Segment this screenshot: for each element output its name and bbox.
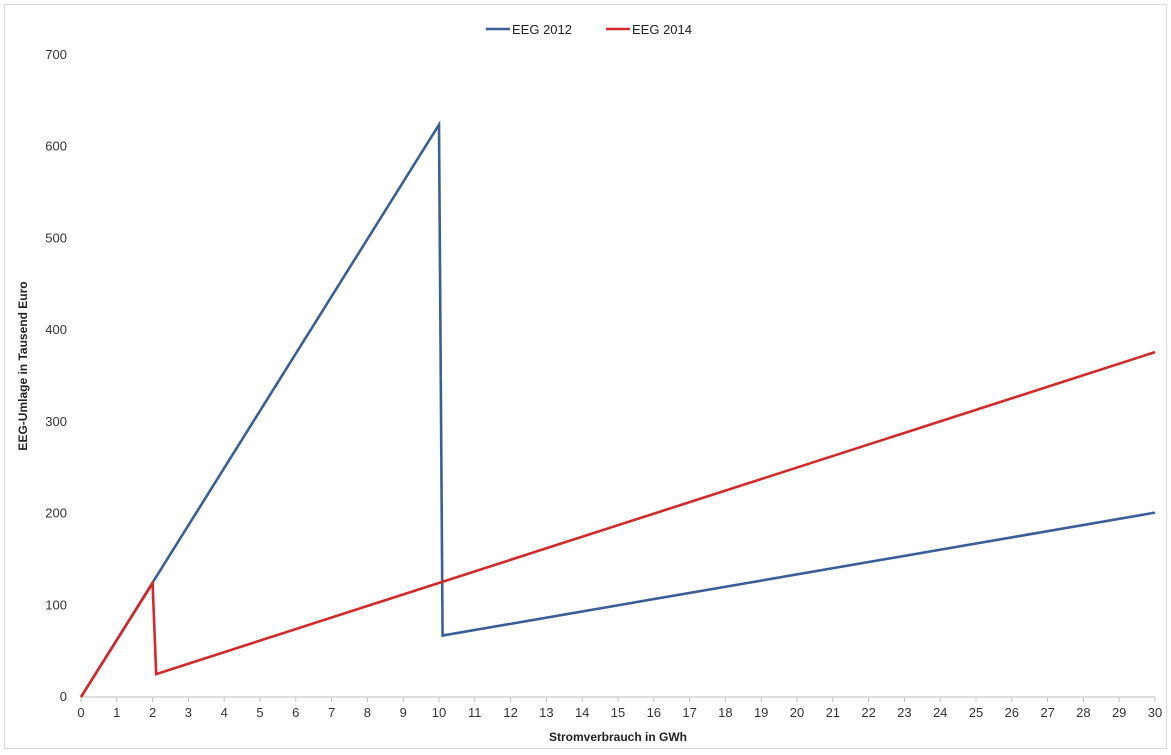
- x-tick-label: 27: [1040, 705, 1054, 720]
- series-eeg-2014: [81, 352, 1155, 697]
- x-tick-label: 18: [718, 705, 732, 720]
- legend-label: EEG 2014: [632, 22, 692, 37]
- x-tick-label: 3: [185, 705, 192, 720]
- x-tick-label: 23: [897, 705, 911, 720]
- x-tick-label: 22: [861, 705, 875, 720]
- x-tick-label: 16: [647, 705, 661, 720]
- legend-item: EEG 2014: [606, 22, 692, 37]
- x-tick-label: 7: [328, 705, 335, 720]
- x-tick-label: 1: [113, 705, 120, 720]
- y-axis-ticks: 0 100 200 300 400 500 600 700: [45, 47, 67, 704]
- x-tick-label: 5: [256, 705, 263, 720]
- y-tick-label: 200: [45, 506, 67, 521]
- x-tick-label: 8: [364, 705, 371, 720]
- series-line: [81, 352, 1155, 697]
- x-tick-label: 9: [400, 705, 407, 720]
- y-tick-label: 300: [45, 414, 67, 429]
- x-axis-title: Stromverbrauch in GWh: [549, 730, 687, 744]
- chart-frame: EEG-Umlage in Tausend Euro Stromverbrauc…: [4, 4, 1167, 749]
- x-tick-label: 25: [969, 705, 983, 720]
- y-tick-label: 400: [45, 322, 67, 337]
- x-tick-label: 10: [432, 705, 446, 720]
- x-tick-label: 11: [468, 705, 482, 720]
- x-tick-label: 2: [149, 705, 156, 720]
- x-tick-label: 15: [611, 705, 625, 720]
- x-tick-label: 26: [1005, 705, 1019, 720]
- x-tick-label: 14: [575, 705, 589, 720]
- x-tick-label: 12: [503, 705, 517, 720]
- line-chart: EEG-Umlage in Tausend Euro Stromverbrauc…: [5, 5, 1168, 750]
- y-tick-label: 600: [45, 139, 67, 154]
- y-axis-title: EEG-Umlage in Tausend Euro: [16, 281, 30, 450]
- x-tick-label: 29: [1112, 705, 1126, 720]
- x-tick-label: 24: [933, 705, 947, 720]
- legend-label: EEG 2012: [512, 22, 572, 37]
- y-tick-label: 100: [45, 597, 67, 612]
- series-line: [81, 125, 1155, 697]
- x-tick-label: 21: [826, 705, 840, 720]
- x-tick-label: 6: [292, 705, 299, 720]
- legend-item: EEG 2012: [486, 22, 572, 37]
- series-layer: [81, 125, 1155, 698]
- x-tick-label: 19: [754, 705, 768, 720]
- y-tick-label: 0: [60, 689, 67, 704]
- x-tick-label: 17: [682, 705, 696, 720]
- x-tick-label: 0: [77, 705, 84, 720]
- x-tick-label: 28: [1076, 705, 1090, 720]
- y-tick-label: 500: [45, 230, 67, 245]
- x-tick-label: 30: [1148, 705, 1162, 720]
- x-tick-label: 20: [790, 705, 804, 720]
- legend: EEG 2012 EEG 2014: [486, 22, 692, 37]
- y-axis-title-group: EEG-Umlage in Tausend Euro: [16, 281, 30, 450]
- x-tick-label: 4: [221, 705, 228, 720]
- series-eeg-2012: [81, 125, 1155, 698]
- y-tick-label: 700: [45, 47, 67, 62]
- x-tick-label: 13: [539, 705, 553, 720]
